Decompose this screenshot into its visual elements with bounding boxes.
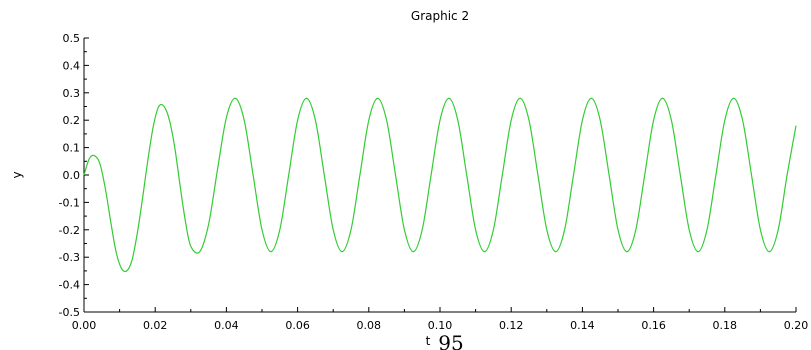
y-tick-label: 0.5 (63, 32, 81, 45)
x-axis-label: t (426, 334, 431, 348)
x-tick-label: 0.18 (713, 319, 738, 332)
y-axis-label: y (10, 171, 24, 178)
y-tick-label: -0.2 (59, 224, 80, 237)
series-line (83, 97, 797, 273)
x-tick-label: 0.08 (357, 319, 382, 332)
y-tick-label: -0.1 (59, 196, 80, 209)
x-tick-label: 0.14 (570, 319, 595, 332)
y-tick-label: 0.2 (63, 114, 81, 127)
y-tick-label: 0.1 (63, 142, 81, 155)
page-number: 95 (438, 331, 463, 350)
y-tick-label: -0.3 (59, 251, 80, 264)
y-tick-label: -0.4 (59, 279, 80, 292)
x-tick-label: 0.20 (784, 319, 809, 332)
y-tick-label: 0.3 (63, 87, 81, 100)
chart-title: Graphic 2 (411, 9, 469, 23)
x-tick-label: 0.00 (72, 319, 97, 332)
x-tick-label: 0.04 (214, 319, 239, 332)
x-tick-label: 0.10 (428, 319, 453, 332)
x-tick-label: 0.06 (285, 319, 310, 332)
y-tick-label: 0.4 (63, 59, 81, 72)
x-tick-label: 0.16 (641, 319, 666, 332)
y-tick-label: -0.5 (59, 306, 80, 319)
x-tick-label: 0.02 (143, 319, 168, 332)
x-tick-label: 0.12 (499, 319, 524, 332)
y-tick-label: 0.0 (63, 169, 81, 182)
